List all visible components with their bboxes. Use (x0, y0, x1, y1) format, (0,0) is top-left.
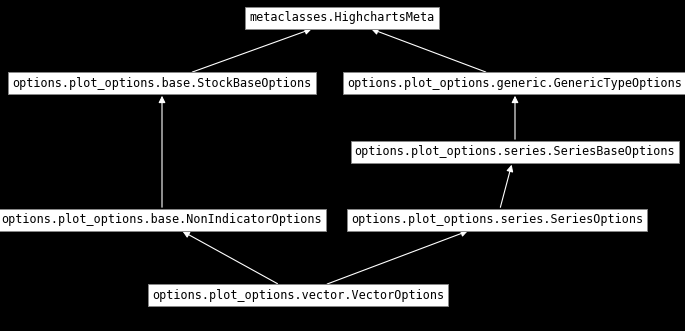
Text: options.plot_options.series.SeriesBaseOptions: options.plot_options.series.SeriesBaseOp… (355, 146, 675, 159)
Text: metaclasses.HighchartsMeta: metaclasses.HighchartsMeta (249, 12, 434, 24)
Text: options.plot_options.generic.GenericTypeOptions: options.plot_options.generic.GenericType… (347, 76, 682, 89)
Text: options.plot_options.base.StockBaseOptions: options.plot_options.base.StockBaseOptio… (12, 76, 312, 89)
Text: options.plot_options.series.SeriesOptions: options.plot_options.series.SeriesOption… (351, 213, 643, 226)
Text: options.plot_options.base.NonIndicatorOptions: options.plot_options.base.NonIndicatorOp… (1, 213, 323, 226)
Text: options.plot_options.vector.VectorOptions: options.plot_options.vector.VectorOption… (152, 289, 444, 302)
